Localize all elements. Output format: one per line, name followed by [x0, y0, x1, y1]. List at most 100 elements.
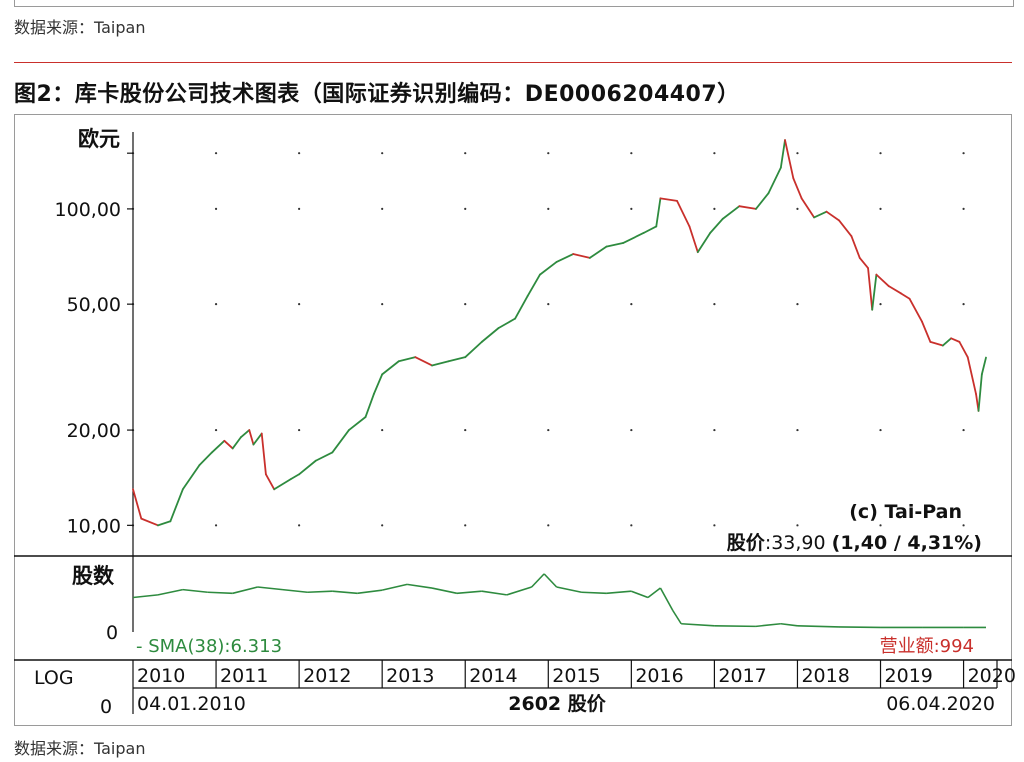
grid-dot: [630, 524, 633, 527]
sma-segment: [581, 591, 607, 595]
sma-segment: [714, 625, 756, 628]
price-segment: [252, 432, 263, 446]
source-label-top: 数据来源：Taipan: [14, 18, 146, 37]
grid-dot: [298, 207, 301, 211]
sma-segment: [307, 590, 333, 594]
sma-segment: [132, 594, 159, 599]
price-segment: [447, 356, 467, 363]
price-segment: [497, 317, 516, 330]
price-segment: [767, 166, 782, 195]
price-segment: [264, 473, 276, 491]
price-segment: [838, 219, 853, 238]
year-label: 2010: [137, 665, 185, 687]
price-segment: [231, 436, 242, 450]
grid-dot: [381, 428, 384, 432]
volume-zero-label: 0: [106, 622, 118, 644]
last-price-text: 股价:33,90 (1,40 / 4,31%): [727, 532, 982, 554]
year-label: 2018: [801, 665, 849, 687]
grid-dot: [879, 207, 882, 211]
sma-segment: [207, 591, 233, 595]
date-start-label: 04.01.2010: [137, 693, 246, 715]
year-label: 2016: [635, 665, 683, 687]
grid-dots: [131, 152, 965, 527]
price-segment: [248, 429, 255, 446]
price-segment: [157, 520, 172, 527]
price-segment: [850, 235, 861, 259]
grid-dot: [630, 303, 633, 306]
sma-segment: [780, 622, 798, 627]
price-segment: [140, 517, 159, 527]
y-tick-label: 50,00: [67, 294, 121, 316]
grid-dot: [381, 524, 384, 527]
grid-dot: [796, 152, 799, 155]
grid-dot: [464, 524, 467, 527]
grid-dot: [547, 303, 550, 306]
year-label: 2020: [968, 665, 1016, 687]
grid-dot: [713, 428, 716, 432]
price-segment: [784, 139, 795, 180]
sma-segment: [681, 622, 715, 627]
last-price-change: (1,40 / 4,31%): [832, 532, 982, 554]
price-segment: [414, 356, 433, 367]
scale-label: LOG: [34, 667, 74, 689]
grid-dot: [464, 303, 467, 306]
year-label: 2012: [303, 665, 351, 687]
price-segment: [887, 285, 903, 295]
sma-segment: [531, 573, 545, 588]
price-segment: [871, 273, 878, 311]
year-label: 2014: [469, 665, 517, 687]
grid-dot: [547, 207, 550, 211]
sma-segment: [406, 583, 433, 589]
grid-dot: [547, 152, 550, 155]
sma-segment: [755, 622, 781, 628]
chart-frame: [14, 114, 1012, 726]
price-segment: [298, 459, 317, 476]
grid-dot: [796, 524, 799, 527]
price-segment: [659, 197, 678, 202]
price-segment: [779, 139, 786, 169]
price-segment: [858, 257, 869, 270]
grid-dot: [713, 524, 716, 527]
price-segment: [738, 205, 757, 210]
price-segment: [588, 245, 608, 259]
price-segment: [372, 373, 384, 395]
price-segment: [977, 373, 983, 412]
price-segment: [867, 267, 874, 311]
grid-dot: [381, 152, 384, 155]
grid-dot: [630, 152, 633, 155]
last-price-value: :33,90: [765, 532, 832, 554]
price-segment: [950, 337, 961, 343]
price-segment: [966, 356, 977, 395]
sma-segment: [481, 590, 507, 596]
price-segment: [572, 253, 591, 259]
price-segment: [514, 295, 529, 320]
sma-segment: [282, 588, 308, 594]
price-segment: [526, 273, 541, 298]
sma-segment: [672, 610, 682, 625]
grid-dot: [298, 524, 301, 527]
grid-dot: [298, 428, 301, 432]
price-segment: [688, 225, 699, 254]
price-series: [132, 139, 987, 527]
sma-segment: [556, 586, 582, 594]
price-segment: [755, 192, 770, 210]
price-segment: [273, 478, 292, 491]
price-segment: [875, 273, 890, 288]
y-tick-label: 100,00: [55, 199, 121, 221]
sma-segment: [606, 590, 632, 595]
grid-dot: [879, 428, 882, 432]
grid-dot: [464, 207, 467, 211]
date-end-label: 06.04.2020: [886, 693, 995, 715]
price-segment: [825, 210, 840, 222]
price-segment: [676, 199, 691, 228]
price-segment: [364, 393, 375, 418]
sma-segment: [797, 625, 840, 628]
price-segment: [348, 416, 367, 431]
price-segment: [800, 197, 815, 219]
grid-dot: [713, 303, 716, 306]
grid-dot: [630, 207, 633, 211]
price-segment: [260, 432, 267, 476]
year-label: 2019: [885, 665, 933, 687]
sma-segment: [381, 583, 408, 591]
price-segment: [929, 340, 944, 347]
